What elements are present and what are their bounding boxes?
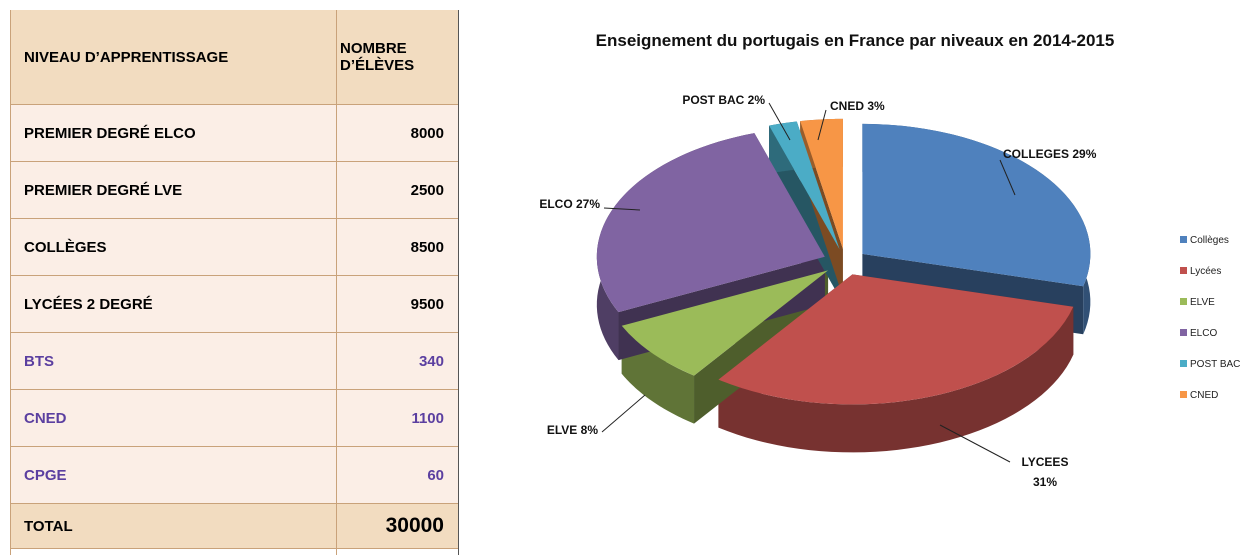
pie-slice (718, 274, 1074, 405)
table-cell: 8000 (326, 104, 458, 162)
table-border (458, 10, 459, 555)
legend-label: Collèges (1190, 235, 1229, 246)
table-row: LYCÉES 2 DEGRÉ 9500 (10, 275, 458, 333)
data-label: ELVE 8% (547, 423, 598, 437)
chart-title: Enseignement du portugais en France par … (596, 31, 1115, 50)
header-cell: NOMBRE D’ÉLÈVES (326, 10, 458, 105)
legend-swatch (1180, 236, 1187, 243)
table-cell: 8500 (326, 218, 458, 276)
table-border (336, 10, 337, 555)
pie-slice (769, 121, 840, 250)
data-label: ELCO 27% (539, 197, 600, 211)
table-cell: 340 (326, 332, 458, 390)
table-row: TOTAL 30000 (10, 503, 458, 549)
table-cell: 2500 (326, 161, 458, 219)
table-body: PREMIER DEGRÉ ELCO 8000 PREMIER DEGRÉ LVE 2… (10, 104, 458, 549)
leader-line (603, 207, 641, 211)
table-cell: 60 (326, 446, 458, 504)
pie-slice (800, 118, 843, 249)
pie-slice (596, 133, 825, 313)
header-row: NIVEAU D’APPRENTISSAGE NOMBRE D’ÉLÈVES (10, 10, 458, 105)
table-border (10, 10, 11, 555)
header-cell: NIVEAU D’APPRENTISSAGE (10, 10, 326, 105)
table-cell: PREMIER DEGRÉ ELCO (10, 104, 326, 162)
table-row: CNED 1100 (10, 389, 458, 447)
data-table: NIVEAU D’APPRENTISSAGE NOMBRE D’ÉLÈVES P… (10, 10, 458, 549)
table-cell: PREMIER DEGRÉ LVE (10, 161, 326, 219)
table-cell: 9500 (326, 275, 458, 333)
data-label: CNED 3% (830, 99, 885, 113)
legend-label: Lycées (1190, 266, 1221, 277)
table-cell: BTS (10, 332, 326, 390)
table-cell: CNED (10, 389, 326, 447)
legend-swatch (1180, 267, 1187, 274)
slice-tops (596, 118, 1091, 405)
table-cell: COLLÈGES (10, 218, 326, 276)
legend-label: ELVE (1190, 297, 1215, 308)
table-row: COLLÈGES 8500 (10, 218, 458, 276)
table-cell: TOTAL (10, 503, 326, 549)
leader-line (768, 102, 791, 141)
table-row: CPGE 60 (10, 446, 458, 504)
table-cell: 1100 (326, 389, 458, 447)
table-cell: LYCÉES 2 DEGRÉ (10, 275, 326, 333)
legend-label: POST BAC (1190, 359, 1240, 370)
leader-line (601, 394, 646, 433)
pie-slice (862, 123, 1091, 287)
legend-swatch (1180, 329, 1187, 336)
legend-swatch (1180, 391, 1187, 398)
legend-label: ELCO (1190, 328, 1217, 339)
pie-slice (621, 270, 829, 376)
legend-swatch (1180, 360, 1187, 367)
leader-line (817, 109, 827, 141)
leader-line (939, 424, 1011, 463)
slice-side (718, 306, 1074, 453)
leader-line (999, 159, 1016, 196)
data-label: LYCEES 31% (1022, 455, 1069, 489)
table-row: PREMIER DEGRÉ ELCO 8000 (10, 104, 458, 162)
legend-label: CNED (1190, 390, 1218, 401)
data-label: COLLEGES 29% (1003, 147, 1097, 161)
legend-swatch (1180, 298, 1187, 305)
table-row: PREMIER DEGRÉ LVE 2500 (10, 161, 458, 219)
table-cell: 30000 (326, 503, 458, 549)
table-cell: CPGE (10, 446, 326, 504)
data-label: POST BAC 2% (682, 93, 765, 107)
table-row: BTS 340 (10, 332, 458, 390)
